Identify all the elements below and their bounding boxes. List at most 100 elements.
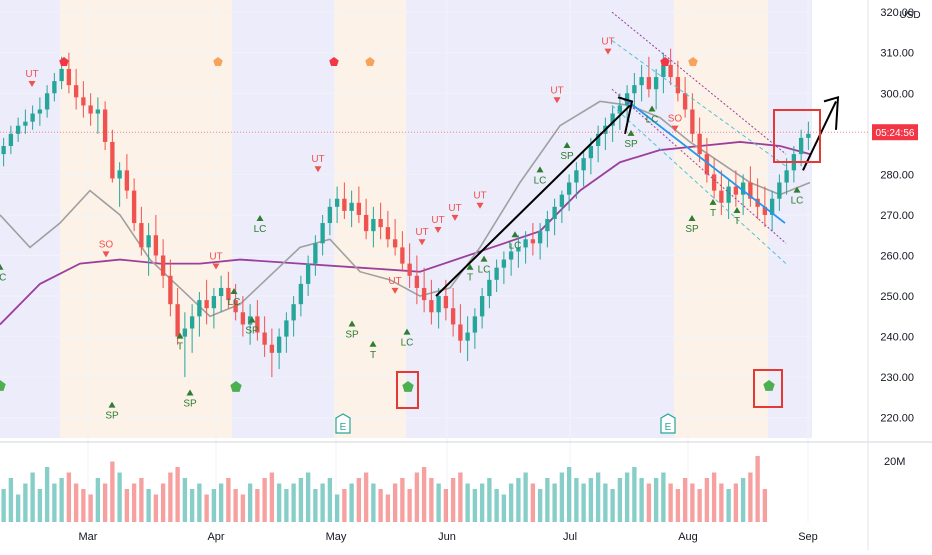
volume-bar	[610, 489, 615, 522]
volume-bar	[682, 478, 688, 522]
signal-label: T	[734, 216, 740, 227]
price-tick: 300.00	[880, 88, 914, 100]
candle-body	[646, 77, 652, 90]
season-band	[0, 0, 60, 438]
price-tick: 250.00	[880, 291, 914, 303]
candle-body	[211, 296, 217, 309]
volume-bar	[240, 494, 246, 522]
volume-bar	[429, 478, 434, 522]
volume-bar	[704, 478, 710, 522]
sma-fast-line	[0, 100, 811, 318]
candle-body	[298, 283, 304, 305]
candle-body	[530, 239, 536, 244]
candle-body	[378, 219, 383, 228]
candle-body	[305, 263, 311, 284]
volume-bar	[15, 494, 21, 522]
candle-body	[508, 251, 514, 260]
candle-body	[392, 239, 398, 248]
arrow-head	[617, 96, 634, 135]
volume-bar	[23, 483, 28, 522]
signal-label: SP	[183, 398, 197, 409]
volume-bar	[661, 472, 666, 522]
candle-body	[472, 316, 478, 333]
sell-arrow-icon	[102, 251, 110, 258]
candle-body	[798, 137, 804, 155]
volume-bar	[66, 472, 72, 522]
volume-bar	[545, 478, 550, 522]
earnings-marker	[335, 413, 351, 434]
volume-bar	[617, 478, 623, 522]
signal-label: SP	[105, 411, 119, 422]
candle-body	[400, 247, 405, 264]
candle-body	[545, 219, 550, 232]
candle-body	[581, 158, 586, 171]
signal-label: T	[370, 350, 376, 361]
time-axis[interactable]: Mar Apr May Jun Jul Aug Sep	[79, 531, 818, 543]
candle-body	[117, 170, 122, 179]
candle-body	[697, 133, 702, 155]
candle-body	[240, 312, 246, 325]
volume-bar	[139, 478, 144, 522]
sell-arrow-icon	[418, 239, 426, 246]
candle-body	[516, 247, 521, 252]
candle-body	[233, 300, 238, 313]
signal-label: UT	[311, 154, 324, 165]
volume-bar	[494, 489, 499, 522]
volume-bar	[320, 483, 325, 522]
candle-body	[668, 64, 673, 78]
volume-bar	[102, 483, 108, 522]
volume-bar	[646, 483, 652, 522]
candle-body	[160, 255, 166, 276]
candle-body	[320, 223, 325, 244]
channel-lower-outer	[611, 88, 787, 244]
buy-arrow-icon	[563, 142, 571, 149]
volume-bar	[52, 483, 57, 522]
signal-label: T	[710, 208, 716, 219]
volume-bar	[487, 478, 492, 522]
volume-bar	[501, 494, 507, 522]
volume-bar	[160, 483, 166, 522]
candle-body	[704, 154, 710, 175]
volume-bar	[81, 489, 86, 522]
volume-bar	[443, 489, 449, 522]
candle-body	[661, 64, 666, 78]
volume-bar	[327, 478, 333, 522]
candle-body	[102, 109, 108, 142]
price-axis[interactable]: 220.00 230.00 240.00 250.00 260.00 270.00 280.…	[0, 7, 921, 468]
season-band	[60, 0, 232, 438]
candle-body	[552, 206, 557, 219]
arrow-line	[435, 104, 631, 297]
candle-body	[371, 219, 376, 232]
volume-bar	[479, 483, 485, 522]
volume-bar	[719, 483, 724, 522]
volume-bar	[349, 483, 354, 522]
candle-body	[479, 296, 485, 317]
volume-bar	[197, 483, 202, 522]
volume-bar	[95, 478, 101, 522]
candle-body	[95, 109, 101, 114]
time-tick: May	[326, 531, 347, 543]
candle-body	[8, 133, 14, 146]
signal-label: UT	[550, 85, 563, 96]
candle-body	[588, 146, 594, 159]
volume-bar	[218, 483, 224, 522]
price-tag	[872, 124, 918, 141]
volume-bar	[88, 494, 93, 522]
price-tick: 310.00	[880, 48, 914, 60]
volume-bar	[342, 489, 347, 522]
pentagon-marker	[59, 57, 69, 67]
sell-arrow-icon	[553, 97, 561, 104]
volume-bar	[465, 483, 470, 522]
volume-bar	[566, 467, 572, 522]
signal-label: UT	[473, 191, 486, 202]
candle-body	[204, 300, 209, 309]
candle-body	[313, 243, 318, 264]
volume-bar	[516, 478, 521, 522]
pentagon-marker	[213, 57, 223, 67]
candle-body	[465, 332, 470, 341]
volume-bar	[117, 472, 122, 522]
volume-bar	[537, 489, 543, 522]
candle-body	[262, 332, 267, 345]
